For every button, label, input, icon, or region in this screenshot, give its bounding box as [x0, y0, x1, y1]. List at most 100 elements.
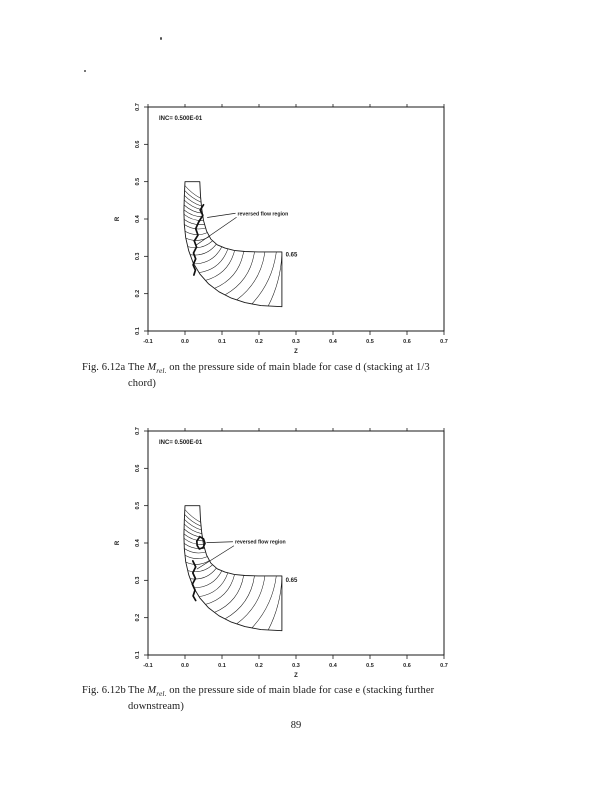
- blade-outline: [183, 505, 283, 632]
- y-axis-label: R: [115, 540, 121, 545]
- x-tick-label: 0.4: [329, 339, 338, 345]
- math-var: M: [147, 362, 157, 373]
- increment-label: INC= 0.500E-01: [159, 440, 203, 446]
- x-tick-label: 0.0: [181, 663, 189, 669]
- contour-line: [205, 574, 235, 605]
- contour-line: [187, 564, 213, 573]
- x-axis-label: Z: [294, 349, 298, 355]
- y-tick-label: 0.6: [135, 465, 141, 473]
- x-axis-label: Z: [294, 673, 298, 679]
- contour-line: [214, 575, 244, 613]
- page-number: 89: [290, 720, 302, 731]
- contour-line: [184, 523, 202, 534]
- contour-line: [214, 251, 244, 289]
- scan-speck: [84, 70, 86, 72]
- math-subscript: rel.: [156, 689, 167, 699]
- x-tick-label: 0.1: [218, 339, 226, 345]
- contour-level-label: 0.65: [286, 252, 298, 258]
- y-tick-label: 0.7: [135, 427, 141, 435]
- caption-6-12a: Fig. 6.12a The Mrel. on the pressure sid…: [82, 361, 552, 390]
- contour-line: [224, 575, 255, 620]
- contour-line: [183, 538, 204, 545]
- y-tick-label: 0.2: [135, 614, 141, 622]
- contour-plot-6-12b: -0.1 0.0 0.1 0.2 0.3 0.4 0.5 0.6 0.7Z0.10.20.30.…: [115, 427, 448, 679]
- y-tick-label: 0.1: [135, 327, 141, 335]
- contour-line: [236, 575, 266, 625]
- contour-line: [267, 575, 282, 631]
- contour-line: [224, 251, 255, 296]
- x-tick-label: 0.2: [255, 339, 263, 345]
- y-tick-label: 0.1: [135, 651, 141, 659]
- y-tick-label: 0.6: [135, 141, 141, 149]
- contour-line: [236, 251, 266, 301]
- contour-line: [205, 250, 235, 281]
- caption-text: The Mrel. on the pressure side of main b…: [128, 362, 430, 390]
- y-axis: 0.1 0.2 0.3 0.4 0.5 0.6 0.7 R: [115, 427, 148, 659]
- contour-line: [190, 243, 217, 256]
- contour-line: [199, 572, 229, 597]
- contour-line: [193, 246, 223, 265]
- x-tick-label: -0.1: [143, 339, 152, 345]
- contour-line: [184, 514, 202, 527]
- contour-line: [184, 509, 201, 523]
- annotation-leader: [195, 216, 237, 246]
- contour-lines: [183, 509, 282, 631]
- reversed-flow-contour: [192, 203, 205, 276]
- figure-label: Fig. 6.12a: [82, 362, 126, 373]
- contour-line: [183, 214, 204, 221]
- contour-line: [251, 251, 277, 305]
- math-subscript: rel.: [156, 366, 167, 376]
- y-axis-label: R: [115, 216, 121, 221]
- contour-line: [184, 548, 206, 554]
- caption-6-12b: Fig. 6.12b The Mrel. on the pressure sid…: [82, 684, 552, 713]
- contour-line: [184, 231, 208, 235]
- y-tick-label: 0.5: [135, 178, 141, 186]
- contour-line: [185, 560, 210, 565]
- blade-outline: [183, 181, 283, 308]
- contour-level-label: 0.65: [286, 578, 298, 584]
- contour-line: [193, 570, 223, 589]
- contour-line: [184, 555, 208, 559]
- contour-line: [184, 185, 201, 199]
- figure-6-12b: -0.1 0.0 0.1 0.2 0.3 0.4 0.5 0.6 0.7 Z 0.1 0.2 0.3 0.…: [105, 419, 457, 679]
- contour-line: [184, 519, 202, 531]
- y-tick-label: 0.5: [135, 502, 141, 510]
- contour-line: [187, 240, 213, 249]
- annotation-leader: [206, 541, 233, 543]
- contour-lines: [183, 185, 282, 307]
- x-tick-label: 0.6: [403, 663, 411, 669]
- y-tick-label: 0.4: [135, 214, 141, 223]
- y-axis: 0.1 0.2 0.3 0.4 0.5 0.6 0.7 R: [115, 103, 148, 335]
- reversed-flow-contour: [195, 535, 206, 550]
- figure-6-12a: -0.1 0.0 0.1 0.2 0.3 0.4 0.5 0.6 0.7 Z 0.1 0.2 0.3 0.…: [105, 95, 457, 355]
- scan-speck: [160, 37, 162, 40]
- contour-line: [190, 567, 217, 580]
- annotation-leader: [196, 545, 235, 570]
- x-axis: -0.1 0.0 0.1 0.2 0.3 0.4 0.5 0.6 0.7 Z: [143, 104, 448, 355]
- x-tick-label: 0.1: [218, 663, 226, 669]
- contour-line: [184, 190, 202, 203]
- x-tick-label: 0.5: [366, 339, 374, 345]
- contour-plot-6-12a: -0.1 0.0 0.1 0.2 0.3 0.4 0.5 0.6 0.7Z0.10.20.30.…: [115, 103, 448, 355]
- contour-line: [183, 204, 203, 214]
- x-tick-label: 0.4: [329, 663, 338, 669]
- x-tick-label: 0.3: [292, 663, 300, 669]
- y-tick-label: 0.7: [135, 103, 141, 111]
- y-tick-label: 0.3: [135, 577, 141, 585]
- contour-line: [267, 251, 282, 307]
- figure-label: Fig. 6.12b: [82, 685, 126, 696]
- x-tick-label: 0.7: [440, 339, 448, 345]
- contour-line: [184, 195, 202, 207]
- x-tick-label: 0.0: [181, 339, 189, 345]
- contour-line: [183, 533, 203, 542]
- x-tick-label: 0.6: [403, 339, 411, 345]
- y-tick-label: 0.4: [135, 538, 141, 547]
- increment-label: INC= 0.500E-01: [159, 116, 203, 122]
- annotation-text: reversed flow region: [235, 540, 286, 546]
- annotation-text: reversed flow region: [238, 211, 289, 217]
- x-tick-label: -0.1: [143, 663, 152, 669]
- math-var: M: [147, 685, 157, 696]
- x-axis: -0.1 0.0 0.1 0.2 0.3 0.4 0.5 0.6 0.7 Z: [143, 428, 448, 679]
- contour-line: [251, 575, 277, 629]
- x-tick-label: 0.2: [255, 663, 263, 669]
